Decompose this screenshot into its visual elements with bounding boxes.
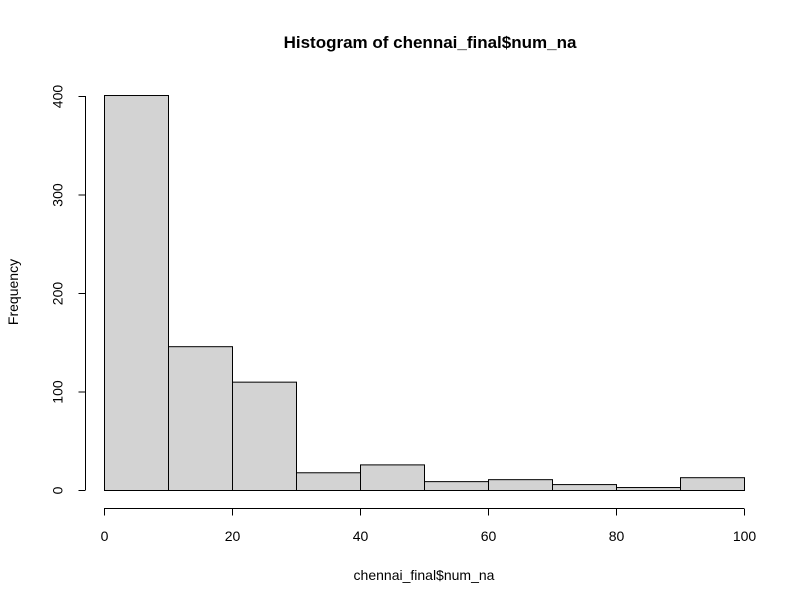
histogram-bar-3	[296, 472, 361, 491]
x-tick-label-1: 20	[225, 528, 241, 544]
y-tick-label-2: 200	[50, 282, 66, 306]
y-tick-label-3: 300	[50, 183, 66, 207]
histogram-bar-7	[552, 484, 617, 491]
histogram-bar-0	[104, 95, 169, 491]
histogram-bar-9	[680, 477, 745, 492]
histogram-bar-2	[232, 381, 297, 491]
y-tick-label-1: 100	[50, 380, 66, 404]
y-tick-label-0: 0	[50, 486, 66, 494]
x-axis-label: chennai_final$num_na	[354, 567, 495, 583]
histogram-bar-4	[360, 464, 425, 492]
histogram-bar-1	[168, 346, 233, 491]
x-tick-label-4: 80	[609, 528, 625, 544]
histogram-bar-6	[488, 479, 553, 492]
bars-group	[104, 95, 745, 492]
y-axis: 0 100 200 300 400	[50, 85, 86, 494]
chart-title: Histogram of chennai_final$num_na	[284, 33, 577, 52]
x-axis: 0 20 40 60 80 100	[101, 508, 757, 544]
y-axis-label: Frequency	[5, 259, 21, 325]
histogram-bar-5	[424, 481, 489, 492]
histogram-bar-8	[616, 487, 681, 492]
x-tick-label-3: 60	[481, 528, 497, 544]
x-tick-label-5: 100	[733, 528, 757, 544]
x-tick-label-2: 40	[353, 528, 369, 544]
y-tick-label-4: 400	[50, 85, 66, 109]
x-tick-label-0: 0	[101, 528, 109, 544]
